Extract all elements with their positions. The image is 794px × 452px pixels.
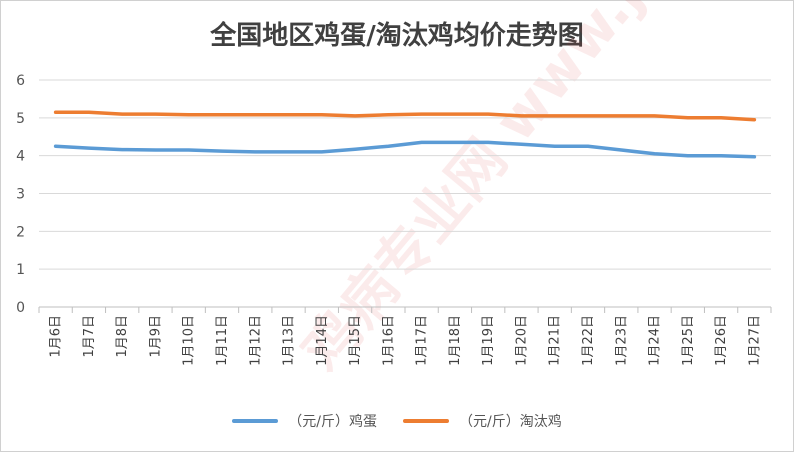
chart-title: 全国地区鸡蛋/淘汰鸡均价走势图 xyxy=(210,21,584,51)
y-tick-label: 3 xyxy=(16,187,25,203)
x-tick-label: 1月11日 xyxy=(215,315,230,366)
x-tick-label: 1月12日 xyxy=(248,315,263,366)
x-tick-label: 1月18日 xyxy=(448,315,463,366)
x-tick-label: 1月25日 xyxy=(681,315,696,366)
y-tick-label: 0 xyxy=(16,300,25,316)
series-line-culled-hens xyxy=(53,110,757,122)
x-tick-label: 1月10日 xyxy=(182,315,197,366)
x-tick-label: 1月8日 xyxy=(115,315,130,358)
x-tick-label: 1月27日 xyxy=(747,315,762,366)
legend: （元/斤）鸡蛋 （元/斤）淘汰鸡 xyxy=(1,411,793,431)
x-tick-label: 1月22日 xyxy=(581,315,596,366)
legend-item-culled-hens: （元/斤）淘汰鸡 xyxy=(403,411,562,431)
x-tick-label: 1月16日 xyxy=(381,315,396,366)
x-tick-label: 1月14日 xyxy=(315,315,330,366)
x-tick-label: 1月21日 xyxy=(548,315,563,366)
x-tick-label: 1月19日 xyxy=(481,315,496,366)
series-line-eggs xyxy=(53,140,757,159)
y-tick-label: 4 xyxy=(16,149,25,165)
x-tick-label: 1月15日 xyxy=(348,315,363,366)
x-tick-label: 1月6日 xyxy=(49,315,64,358)
x-tick-label: 1月26日 xyxy=(714,315,729,366)
x-axis-ticks: 1月6日 1月7日 1月8日 1月9日 1月10日 1月11日 1月12日 1月13日 1月14… xyxy=(38,307,772,366)
y-tick-label: 1 xyxy=(16,262,25,278)
y-tick-label: 5 xyxy=(16,111,25,127)
x-tick-label: 1月23日 xyxy=(614,315,629,366)
y-tick-label: 6 xyxy=(16,73,25,89)
grid-lines xyxy=(39,79,771,308)
x-tick-label: 1月24日 xyxy=(648,315,663,366)
x-tick-label: 1月17日 xyxy=(415,315,430,366)
legend-swatch-culled-hens xyxy=(403,419,449,423)
x-tick-label: 1月20日 xyxy=(514,315,529,366)
legend-item-eggs: （元/斤）鸡蛋 xyxy=(232,411,377,431)
legend-label-eggs: （元/斤）鸡蛋 xyxy=(288,414,377,430)
y-axis-ticks: 0 1 2 3 4 5 6 xyxy=(16,73,25,316)
legend-swatch-eggs xyxy=(232,419,279,423)
y-tick-label: 2 xyxy=(16,224,25,240)
series-lines xyxy=(53,110,757,159)
x-tick-label: 1月13日 xyxy=(282,315,297,366)
legend-label-culled-hens: （元/斤）淘汰鸡 xyxy=(459,414,562,430)
x-tick-label: 1月9日 xyxy=(148,315,163,358)
x-tick-label: 1月7日 xyxy=(82,315,97,358)
